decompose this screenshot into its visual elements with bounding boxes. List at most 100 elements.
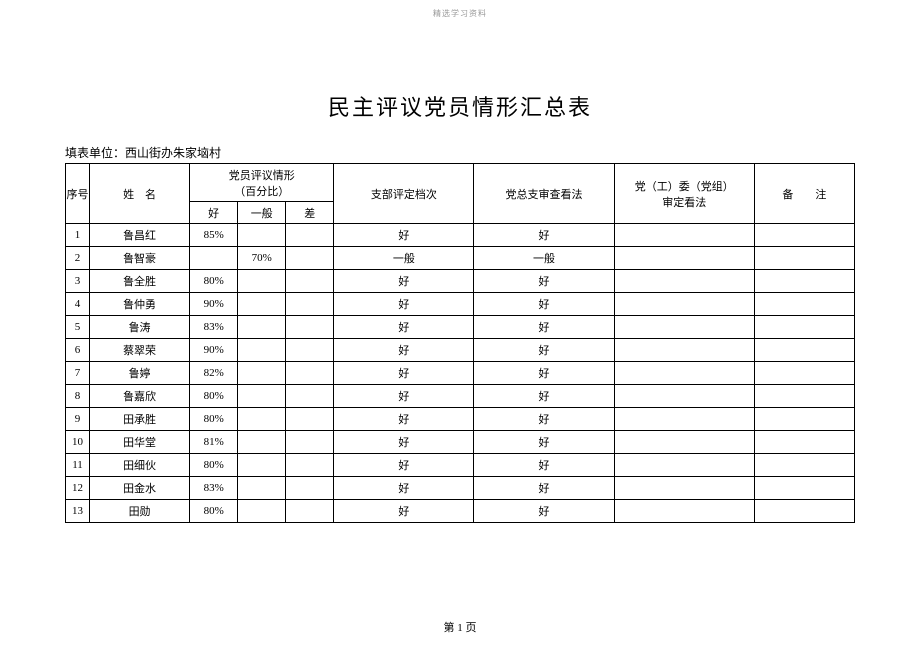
- cell-remark: [754, 431, 854, 454]
- cell-general: 好: [474, 316, 614, 339]
- cell-general: 好: [474, 339, 614, 362]
- cell-bad: [286, 339, 334, 362]
- cell-good: 90%: [190, 339, 238, 362]
- cell-remark: [754, 385, 854, 408]
- cell-branch: 好: [334, 339, 474, 362]
- th-eval-group: 党员评议情形 （百分比）: [190, 164, 334, 202]
- cell-avg: [238, 385, 286, 408]
- cell-avg: [238, 224, 286, 247]
- unit-subtitle: 填表单位：西山街办朱家垴村: [65, 144, 855, 161]
- cell-branch: 好: [334, 454, 474, 477]
- cell-avg: [238, 431, 286, 454]
- cell-avg: [238, 477, 286, 500]
- cell-good: 82%: [190, 362, 238, 385]
- cell-branch: 好: [334, 362, 474, 385]
- page-footer: 第 1 页: [444, 619, 477, 635]
- th-name: 姓 名: [90, 164, 190, 224]
- cell-bad: [286, 454, 334, 477]
- cell-name: 蔡翠荣: [90, 339, 190, 362]
- cell-good: 81%: [190, 431, 238, 454]
- th-general: 党总支审查看法: [474, 164, 614, 224]
- cell-avg: [238, 270, 286, 293]
- cell-name: 田勋: [90, 500, 190, 523]
- cell-seq: 10: [66, 431, 90, 454]
- table-row: 5鲁涛83%好好: [66, 316, 855, 339]
- cell-branch: 好: [334, 408, 474, 431]
- table-row: 2鲁智豪70%一般一般: [66, 247, 855, 270]
- cell-committee: [614, 224, 754, 247]
- cell-committee: [614, 247, 754, 270]
- cell-good: 80%: [190, 408, 238, 431]
- cell-avg: [238, 316, 286, 339]
- cell-remark: [754, 454, 854, 477]
- table-header: 序号 姓 名 党员评议情形 （百分比） 支部评定档次 党总支审查看法 党（工）委…: [66, 164, 855, 224]
- cell-name: 鲁涛: [90, 316, 190, 339]
- cell-general: 好: [474, 454, 614, 477]
- cell-remark: [754, 247, 854, 270]
- table-row: 8鲁嘉欣80%好好: [66, 385, 855, 408]
- cell-committee: [614, 293, 754, 316]
- cell-good: [190, 247, 238, 270]
- cell-remark: [754, 293, 854, 316]
- cell-seq: 12: [66, 477, 90, 500]
- cell-seq: 7: [66, 362, 90, 385]
- cell-name: 鲁全胜: [90, 270, 190, 293]
- table-row: 7鲁婷82%好好: [66, 362, 855, 385]
- cell-good: 85%: [190, 224, 238, 247]
- table-row: 11田细伙80%好好: [66, 454, 855, 477]
- cell-bad: [286, 293, 334, 316]
- cell-bad: [286, 408, 334, 431]
- cell-committee: [614, 500, 754, 523]
- th-bad: 差: [286, 202, 334, 224]
- cell-bad: [286, 362, 334, 385]
- cell-bad: [286, 431, 334, 454]
- cell-name: 鲁昌红: [90, 224, 190, 247]
- cell-seq: 3: [66, 270, 90, 293]
- summary-table: 序号 姓 名 党员评议情形 （百分比） 支部评定档次 党总支审查看法 党（工）委…: [65, 163, 855, 523]
- cell-general: 好: [474, 362, 614, 385]
- table-row: 4鲁仲勇90%好好: [66, 293, 855, 316]
- cell-avg: [238, 293, 286, 316]
- cell-avg: [238, 500, 286, 523]
- cell-remark: [754, 339, 854, 362]
- cell-name: 田承胜: [90, 408, 190, 431]
- cell-name: 鲁仲勇: [90, 293, 190, 316]
- cell-remark: [754, 500, 854, 523]
- cell-committee: [614, 454, 754, 477]
- cell-committee: [614, 385, 754, 408]
- cell-general: 一般: [474, 247, 614, 270]
- cell-general: 好: [474, 293, 614, 316]
- cell-seq: 2: [66, 247, 90, 270]
- cell-remark: [754, 408, 854, 431]
- cell-avg: [238, 408, 286, 431]
- cell-good: 90%: [190, 293, 238, 316]
- page-content: 民主评议党员情形汇总表 填表单位：西山街办朱家垴村 序号 姓 名 党员评议情形 …: [0, 0, 920, 523]
- cell-committee: [614, 316, 754, 339]
- cell-bad: [286, 477, 334, 500]
- cell-avg: [238, 339, 286, 362]
- cell-seq: 1: [66, 224, 90, 247]
- table-body: 1鲁昌红85%好好2鲁智豪70%一般一般3鲁全胜80%好好4鲁仲勇90%好好5鲁…: [66, 224, 855, 523]
- cell-branch: 好: [334, 500, 474, 523]
- th-good: 好: [190, 202, 238, 224]
- th-committee: 党（工）委（党组） 审定看法: [614, 164, 754, 224]
- cell-seq: 13: [66, 500, 90, 523]
- cell-general: 好: [474, 270, 614, 293]
- cell-general: 好: [474, 477, 614, 500]
- cell-good: 83%: [190, 316, 238, 339]
- cell-bad: [286, 500, 334, 523]
- cell-good: 83%: [190, 477, 238, 500]
- cell-general: 好: [474, 408, 614, 431]
- cell-general: 好: [474, 385, 614, 408]
- watermark-text: 精选学习资料: [433, 8, 487, 19]
- th-branch: 支部评定档次: [334, 164, 474, 224]
- cell-seq: 5: [66, 316, 90, 339]
- page-title: 民主评议党员情形汇总表: [65, 90, 855, 122]
- cell-committee: [614, 339, 754, 362]
- cell-bad: [286, 385, 334, 408]
- th-remark: 备 注: [754, 164, 854, 224]
- cell-remark: [754, 316, 854, 339]
- cell-good: 80%: [190, 385, 238, 408]
- cell-remark: [754, 270, 854, 293]
- cell-name: 鲁嘉欣: [90, 385, 190, 408]
